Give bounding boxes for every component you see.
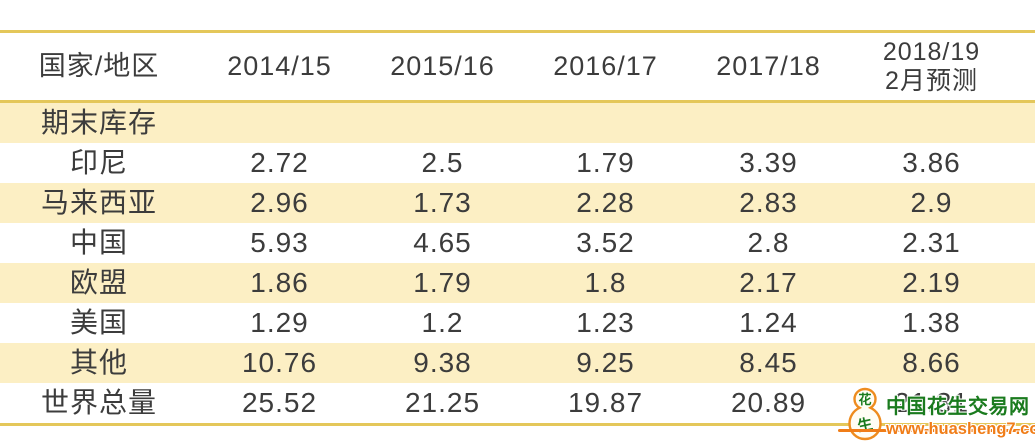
header-2018-19-year: 2018/19	[882, 37, 981, 66]
cell-2015-16: 1.79	[413, 267, 472, 298]
table-row-indonesia: 印尼 2.72 2.5 1.79 3.39 3.86	[0, 143, 1035, 183]
table-row-usa: 美国 1.29 1.2 1.23 1.24 1.38	[0, 303, 1035, 343]
cell-2018-19: 1.38	[902, 307, 961, 338]
cell-2015-16: 1.2	[421, 307, 464, 338]
table-row-china: 中国 5.93 4.65 3.52 2.8 2.31	[0, 223, 1035, 263]
row-label: 美国	[69, 307, 128, 338]
cell-2018-19: 2.31	[902, 227, 961, 258]
site-watermark: 花 生 中国花生交易网 www.huasheng7.com	[838, 384, 1035, 444]
cell-2015-16: 21.25	[404, 387, 481, 418]
header-2016-17: 2016/17	[553, 51, 658, 81]
cell-2017-18: 20.89	[730, 387, 807, 418]
header-2017-18: 2017/18	[716, 51, 821, 81]
table-header-row: 国家/地区 2014/15 2015/16 2016/17 2017/18 20…	[0, 33, 1035, 103]
watermark-site-name: 中国花生交易网	[886, 395, 1030, 418]
cell-2014-15: 2.96	[250, 187, 309, 218]
cell-2015-16: 9.38	[413, 347, 472, 378]
row-label: 印尼	[69, 147, 128, 178]
cell-2017-18: 3.39	[739, 147, 798, 178]
cell-2017-18: 2.17	[739, 267, 798, 298]
cell-2018-19: 3.86	[902, 147, 961, 178]
cell-2017-18: 1.24	[739, 307, 798, 338]
watermark-site-url: www.huasheng7.com	[886, 419, 1035, 438]
cell-2015-16: 1.73	[413, 187, 472, 218]
table-section-row-ending-stocks: 期末库存	[0, 103, 1035, 143]
header-2015-16: 2015/16	[390, 51, 495, 81]
cell-2015-16: 4.65	[413, 227, 472, 258]
cell-2018-19: 2.9	[910, 187, 953, 218]
cell-2016-17: 19.87	[567, 387, 644, 418]
url-strike-line	[838, 428, 1035, 432]
cell-2014-15: 5.93	[250, 227, 309, 258]
cell-2016-17: 1.8	[584, 267, 627, 298]
peanut-outline	[848, 387, 882, 441]
row-label: 中国	[69, 227, 128, 258]
cell-2015-16: 2.5	[421, 147, 464, 178]
watermark-url-row: www.huasheng7.com	[838, 419, 1035, 439]
cell-2017-18: 2.83	[739, 187, 798, 218]
row-label: 马来西亚	[40, 187, 157, 218]
cell-2014-15: 25.52	[241, 387, 318, 418]
row-label: 世界总量	[40, 387, 157, 418]
cell-2014-15: 2.72	[250, 147, 309, 178]
row-label: 其他	[69, 347, 128, 378]
cell-2016-17: 1.79	[576, 147, 635, 178]
cell-2018-19: 2.19	[902, 267, 961, 298]
table-row-eu: 欧盟 1.86 1.79 1.8 2.17 2.19	[0, 263, 1035, 303]
watermark-text-block: 中国花生交易网 www.huasheng7.com	[838, 390, 1035, 439]
logo-char-top: 花	[858, 392, 871, 407]
cell-2018-19: 21.31	[893, 387, 970, 418]
row-label: 欧盟	[69, 267, 128, 298]
cell-2016-17: 9.25	[576, 347, 635, 378]
cell-2017-18: 8.45	[739, 347, 798, 378]
table-row-others: 其他 10.76 9.38 9.25 8.45 8.66	[0, 343, 1035, 383]
header-2014-15: 2014/15	[227, 51, 332, 81]
header-feb-forecast-note: 2月预测	[885, 66, 978, 95]
cell-2018-19: 8.66	[902, 347, 961, 378]
section-label: 期末库存	[40, 107, 157, 138]
header-region: 国家/地区	[38, 51, 160, 81]
cell-2014-15: 10.76	[241, 347, 318, 378]
cell-2016-17: 2.28	[576, 187, 635, 218]
cell-2014-15: 1.29	[250, 307, 309, 338]
ending-stocks-table: 国家/地区 2014/15 2015/16 2016/17 2017/18 20…	[0, 30, 1035, 426]
peanut-logo-icon: 花 生	[848, 387, 882, 441]
cell-2014-15: 1.86	[250, 267, 309, 298]
table-row-malaysia: 马来西亚 2.96 1.73 2.28 2.83 2.9	[0, 183, 1035, 223]
section-row-filler	[198, 103, 1013, 143]
cell-2016-17: 1.23	[576, 307, 635, 338]
cell-2017-18: 2.8	[747, 227, 790, 258]
cell-2016-17: 3.52	[576, 227, 635, 258]
header-2018-19-forecast: 2018/19 2月预测	[850, 38, 1013, 96]
